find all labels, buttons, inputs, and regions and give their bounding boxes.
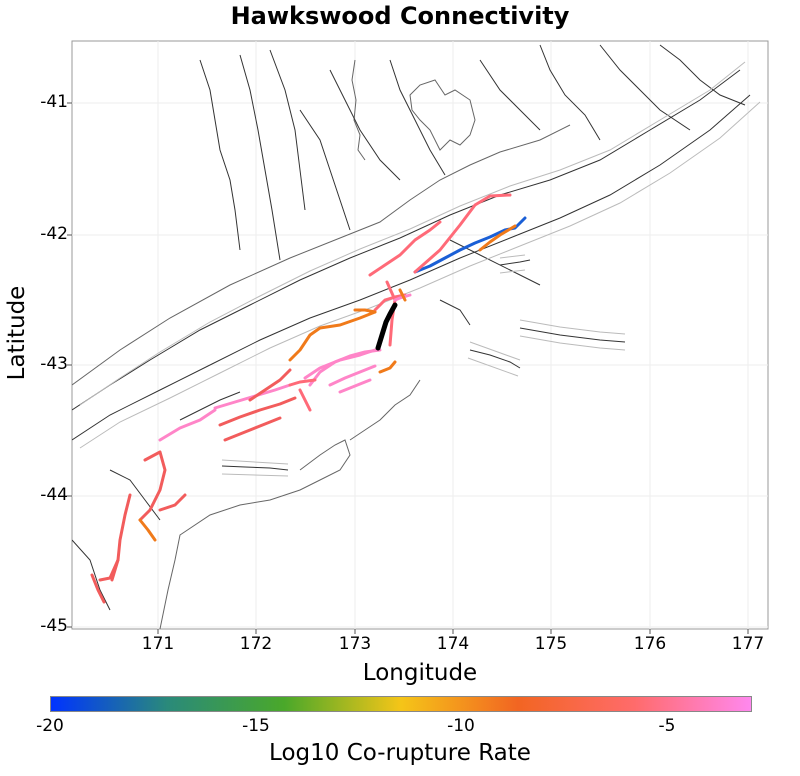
fault-sections xyxy=(72,44,751,611)
x-tick-label: 171 xyxy=(141,634,175,654)
x-tick-label: 173 xyxy=(338,634,372,654)
colorbar-tick-label: -5 xyxy=(658,716,676,736)
colorbar-tick-label: -10 xyxy=(447,716,475,736)
y-axis-label: Latitude xyxy=(4,285,30,381)
colorbar-tick-label: -15 xyxy=(242,716,270,736)
connected-ruptures xyxy=(90,193,527,604)
x-tick-label: 174 xyxy=(436,634,470,654)
colorbar-tick-label: -20 xyxy=(36,716,64,736)
y-tick-label: -41 xyxy=(40,92,68,112)
colorbar-label: Log10 Co-rupture Rate xyxy=(269,740,531,766)
x-axis-label: Longitude xyxy=(362,660,478,686)
x-tick-label: 175 xyxy=(534,634,568,654)
x-tick-label: 177 xyxy=(731,634,765,654)
gridlines xyxy=(72,41,768,629)
colorbar xyxy=(50,696,752,712)
source-fault xyxy=(375,302,398,351)
chart-title: Hawkswood Connectivity xyxy=(230,2,570,30)
y-tick-label: -43 xyxy=(40,354,68,374)
axis-ticks xyxy=(67,102,749,634)
x-tick-label: 172 xyxy=(239,634,273,654)
y-tick-label: -45 xyxy=(40,616,68,636)
y-tick-label: -44 xyxy=(40,485,68,505)
x-tick-label: 176 xyxy=(633,634,667,654)
fault-section-outlines xyxy=(79,61,761,477)
coastline xyxy=(72,59,571,629)
y-tick-label: -42 xyxy=(40,224,68,244)
